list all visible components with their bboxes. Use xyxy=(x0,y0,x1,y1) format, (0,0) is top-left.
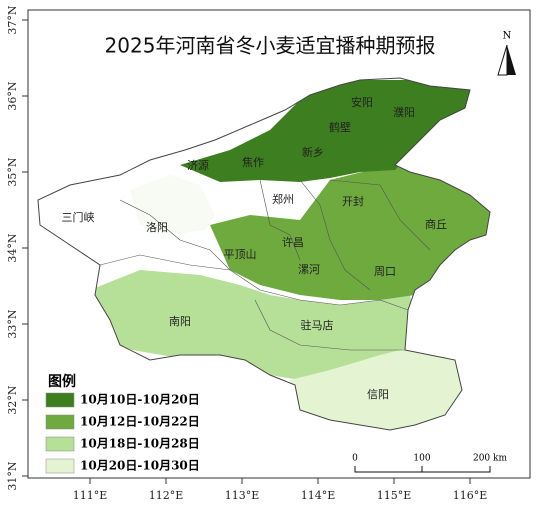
lat-label: 33°N xyxy=(6,309,19,338)
lat-label: 36°N xyxy=(6,81,19,110)
scale-label: 100 xyxy=(413,454,430,464)
scale-bar xyxy=(354,466,491,473)
province-outline xyxy=(37,77,491,431)
legend-swatch xyxy=(45,392,75,408)
city-label: 南阳 xyxy=(169,315,191,328)
north-arrow-right xyxy=(507,45,516,75)
city-label: 三门峡 xyxy=(62,210,95,224)
lon-label: 113°E xyxy=(225,489,260,502)
city-label: 周口 xyxy=(374,265,396,278)
zone-2 xyxy=(210,165,490,300)
legend-swatch xyxy=(45,436,75,452)
legend: 10月10日-10月20日 10月12日-10月22日 10月18日-10月28日 1… xyxy=(45,392,200,474)
city-label: 济源 xyxy=(187,158,209,172)
legend-swatch xyxy=(45,458,75,474)
lat-label: 35°N xyxy=(6,157,19,186)
lon-label: 112°E xyxy=(149,489,184,502)
north-label: N xyxy=(503,31,512,42)
city-label: 濮阳 xyxy=(393,105,415,119)
city-boundaries xyxy=(99,179,431,351)
city-label: 商丘 xyxy=(425,217,447,231)
city-label: 平顶山 xyxy=(224,248,257,261)
legend-label: 10月20日-10月30日 xyxy=(80,459,200,473)
city-label: 鹤壁 xyxy=(329,120,351,134)
city-label: 郑州 xyxy=(272,192,294,206)
city-label: 许昌 xyxy=(282,236,304,249)
city-label: 新乡 xyxy=(302,145,324,159)
city-label: 开封 xyxy=(342,194,364,208)
city-label: 信阳 xyxy=(367,388,389,401)
zone-4 xyxy=(290,345,470,430)
legend-label: 10月10日-10月20日 xyxy=(80,393,200,407)
lat-label: 31°N xyxy=(6,461,19,490)
speckle xyxy=(130,175,215,235)
city-label: 漯河 xyxy=(298,263,320,276)
lat-label: 32°N xyxy=(6,385,19,414)
map-title: 2025年河南省冬小麦适宜播种期预报 xyxy=(105,34,436,58)
lat-label: 37°N xyxy=(6,5,19,34)
graticule-labels: 111°E 112°E 113°E 114°E 115°E 116°E 37°N 36°N 35… xyxy=(6,5,487,502)
lon-label: 114°E xyxy=(301,489,336,502)
lon-label: 111°E xyxy=(73,489,108,502)
lon-label: 115°E xyxy=(377,489,412,502)
scale-label: 200 km xyxy=(473,454,507,464)
legend-label: 10月12日-10月22日 xyxy=(80,415,200,429)
legend-label: 10月18日-10月28日 xyxy=(80,437,200,451)
city-label: 安阳 xyxy=(351,95,373,109)
city-label: 驻马店 xyxy=(301,318,334,332)
legend-swatch xyxy=(45,414,75,430)
lon-label: 116°E xyxy=(453,489,488,502)
scale-label: 0 xyxy=(352,454,358,464)
lat-label: 34°N xyxy=(6,233,19,262)
city-label: 焦作 xyxy=(242,156,264,169)
zone-3 xyxy=(90,270,420,380)
legend-title: 图例 xyxy=(48,373,76,390)
city-label: 洛阳 xyxy=(146,220,168,234)
